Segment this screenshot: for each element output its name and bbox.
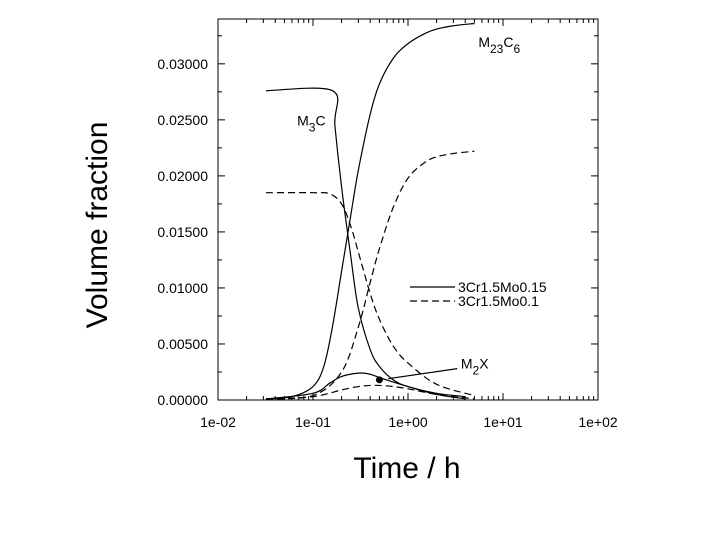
- phase-label-part: C: [315, 112, 325, 128]
- y-tick-label: 0.02500: [157, 112, 208, 128]
- phase-label-part: C: [503, 34, 513, 50]
- series-m3c-dashed: [265, 192, 475, 397]
- y-tick-label: 0.00500: [157, 336, 208, 352]
- phase-label-part: 6: [513, 42, 520, 56]
- x-tick-label: 1e+02: [578, 414, 618, 430]
- phase-label-m3c: M3C: [297, 112, 325, 134]
- phase-label-m23c6: M23C6: [478, 34, 520, 56]
- m2x-leader-line: [388, 368, 458, 380]
- series-m2x-dashed: [265, 384, 475, 401]
- series-m23c6-solid: [265, 22, 475, 400]
- phase-label-part: M: [461, 356, 473, 372]
- y-tick-label: 0.03000: [157, 56, 208, 72]
- legend-label: 3Cr1.5Mo0.1: [458, 293, 539, 309]
- series-layer: [265, 22, 475, 401]
- x-tick-label: 1e-01: [295, 414, 331, 430]
- plot-frame: [217, 18, 599, 401]
- phase-label-m2x: M2X: [461, 356, 489, 378]
- y-axis-ticks: 0.00000 0.00500 0.01000 0.01500 0.02000 0.025…: [157, 35, 598, 408]
- phase-label-part: 3: [309, 120, 316, 134]
- series-m2x-solid: [265, 372, 466, 400]
- series-m23c6-dashed: [265, 150, 475, 400]
- y-axis-title: Volume fraction: [81, 122, 114, 329]
- x-tick-label: 1e-02: [200, 414, 236, 430]
- phase-label-part: X: [479, 356, 489, 372]
- y-tick-label: 0.00000: [157, 392, 208, 408]
- y-tick-label: 0.01000: [157, 280, 208, 296]
- phase-label-part: 23: [490, 42, 504, 56]
- legend-label: 3Cr1.5Mo0.15: [458, 279, 547, 295]
- x-tick-label: 1e+01: [483, 414, 523, 430]
- data-point-marker: [375, 376, 383, 384]
- phase-label-part: 2: [473, 364, 480, 378]
- x-axis-title: Time / h: [353, 452, 460, 485]
- y-tick-label: 0.01500: [157, 224, 208, 240]
- x-tick-label: 1e+00: [388, 414, 428, 430]
- phase-label-part: M: [297, 112, 309, 128]
- x-axis-ticks: 1e-02 1e-01 1e+00 1e+01 1e+02: [200, 19, 618, 430]
- phase-label-part: M: [478, 34, 490, 50]
- y-tick-label: 0.02000: [157, 168, 208, 184]
